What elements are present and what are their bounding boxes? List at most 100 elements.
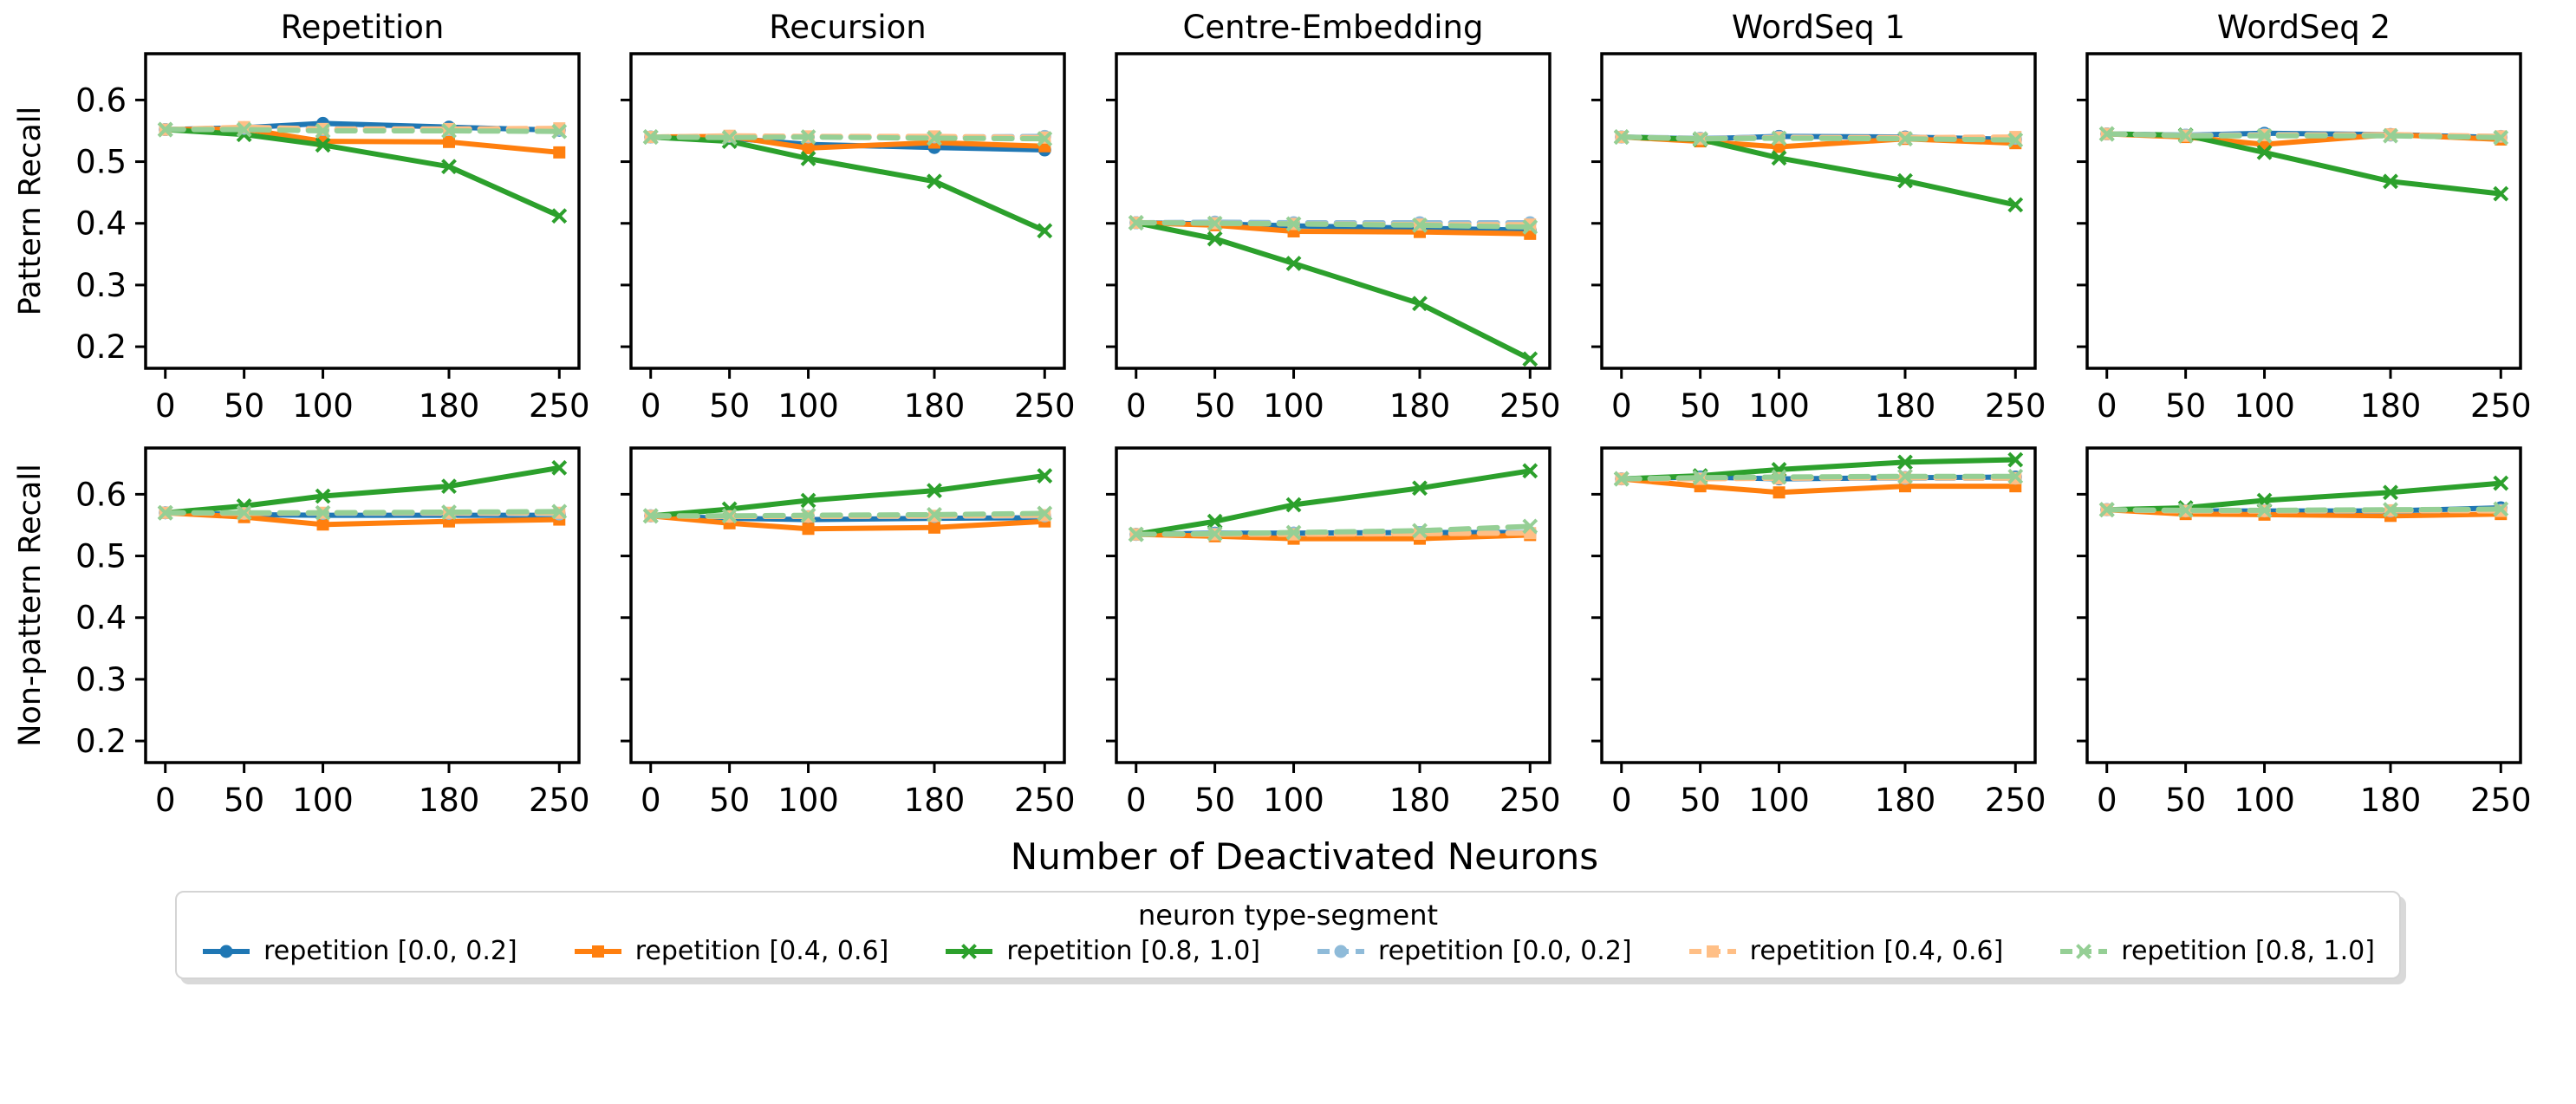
legend-label: repetition [0.8, 1.0] xyxy=(1006,936,1260,967)
y-tick-label: 0.3 xyxy=(75,267,127,304)
marker-x xyxy=(2007,132,2024,148)
marker-x xyxy=(2256,502,2273,518)
y-axis-label: Pattern Recall xyxy=(13,107,48,315)
panel-title: WordSeq 1 xyxy=(1732,9,1905,46)
figure: Pattern Recall Repetition 0.6 0.5 0.4 0.3 0.2 0… xyxy=(0,5,2576,980)
marker-x xyxy=(2493,501,2509,517)
panel-title: Centre-Embedding xyxy=(1183,9,1484,46)
plot-frame xyxy=(1600,446,2037,764)
marker-square xyxy=(802,141,815,154)
marker-x xyxy=(800,492,816,509)
x-tick-label: 50 xyxy=(1680,387,1721,425)
marker-square xyxy=(802,523,815,536)
y-tick-label: 0.5 xyxy=(75,144,127,181)
y-tick-label: 0.4 xyxy=(75,600,127,637)
marker-x xyxy=(721,508,738,524)
x-tick-label: 50 xyxy=(224,387,264,425)
x-tick-label: 250 xyxy=(1014,387,1076,425)
marker-x xyxy=(1771,469,1787,485)
marker-x xyxy=(1037,468,1053,484)
x-tick-label: 180 xyxy=(419,387,480,425)
marker-x xyxy=(551,208,568,224)
legend-items: repetition [0.0, 0.2] repetition [0.4, 0… xyxy=(201,936,2375,967)
marker-square xyxy=(1773,486,1786,499)
legend-swatch xyxy=(203,945,250,958)
marker-x xyxy=(1522,351,1538,367)
marker-x xyxy=(1412,295,1428,312)
marker-x xyxy=(1897,131,1913,147)
legend-title: neuron type-segment xyxy=(1137,899,1439,932)
chart-row-non-pattern-recall: Non-pattern Recall 0.6 0.5 0.4 0.3 0.2 0 50 100 1… xyxy=(0,441,2576,835)
marker-x xyxy=(961,944,978,960)
marker-x xyxy=(1522,219,1538,235)
x-tick-label: 180 xyxy=(2360,782,2422,819)
y-axis-label: Non-pattern Recall xyxy=(13,464,48,747)
marker-x xyxy=(551,503,568,520)
marker-square xyxy=(928,521,940,534)
y-tick-label: 0.2 xyxy=(75,328,127,366)
y-tick-label: 0.4 xyxy=(75,205,127,243)
marker-x xyxy=(315,123,331,139)
panel-1-1: 0 50 100 180 250 xyxy=(621,446,1076,819)
marker-x xyxy=(1285,256,1302,271)
marker-x xyxy=(800,151,816,166)
marker-x xyxy=(315,504,331,521)
marker-x xyxy=(1207,526,1223,542)
marker-x xyxy=(315,488,331,504)
marker-x xyxy=(800,129,816,146)
panel-1-4: 0 50 100 180 250 xyxy=(2077,446,2532,819)
panel-0-0: Repetition 0.6 0.5 0.4 0.3 0.2 0 50 100 180 250 xyxy=(75,9,589,425)
marker-x xyxy=(1285,216,1302,232)
plot-frame xyxy=(629,52,1066,370)
plot-frame xyxy=(2085,446,2522,764)
marker-x xyxy=(441,504,457,520)
marker-x xyxy=(1285,497,1302,513)
x-tick-label: 180 xyxy=(1875,387,1936,425)
panel-1-0: 0.6 0.5 0.4 0.3 0.2 0 50 100 180 250 xyxy=(75,446,590,819)
marker-x xyxy=(927,506,942,523)
marker-x xyxy=(2383,173,2398,190)
marker-x xyxy=(2383,502,2398,518)
marker-square xyxy=(443,135,455,148)
x-tick-label: 250 xyxy=(529,782,590,819)
legend-swatch xyxy=(2060,944,2108,960)
marker-x xyxy=(642,129,659,146)
legend-swatch xyxy=(1317,945,1364,958)
marker-x xyxy=(1412,480,1428,497)
marker-x xyxy=(441,159,457,175)
series-line-2 xyxy=(162,464,563,516)
legend-item-4: repetition [0.4, 0.6] xyxy=(1688,936,2003,967)
x-tick-label: 50 xyxy=(2165,782,2206,819)
marker-x xyxy=(315,137,331,153)
marker-x xyxy=(441,478,457,495)
legend-item-3: repetition [0.0, 0.2] xyxy=(1316,936,1632,967)
x-tick-label: 50 xyxy=(1680,782,1721,819)
x-tick-label: 100 xyxy=(292,387,354,425)
plot-frame xyxy=(629,446,1066,764)
marker-x xyxy=(1037,223,1053,239)
plot-frame xyxy=(144,446,581,764)
y-tick-label: 0.2 xyxy=(75,723,127,760)
legend-label: repetition [0.8, 1.0] xyxy=(2121,936,2375,967)
marker-x xyxy=(2383,484,2398,501)
marker-x xyxy=(1897,172,1913,189)
x-tick-label: 100 xyxy=(1263,782,1324,819)
marker-x xyxy=(236,121,252,138)
marker-x xyxy=(1285,524,1302,541)
y-tick-label: 0.5 xyxy=(75,538,127,575)
panel-title: Recursion xyxy=(769,9,926,46)
panel-0-1: Recursion 0 50 100 180 250 xyxy=(621,9,1076,425)
marker-x xyxy=(551,123,568,140)
marker-x xyxy=(2098,502,2115,518)
x-tick-label: 0 xyxy=(1611,387,1632,425)
x-tick-label: 180 xyxy=(419,782,480,819)
legend-swatch xyxy=(1688,945,1736,958)
marker-x xyxy=(927,130,942,146)
x-tick-label: 250 xyxy=(529,387,590,425)
x-tick-label: 0 xyxy=(155,782,176,819)
marker-x xyxy=(2493,475,2509,491)
marker-x xyxy=(2007,451,2024,468)
marker-square xyxy=(316,518,329,531)
chart-row-pattern-recall: Pattern Recall Repetition 0.6 0.5 0.4 0.3 0.2 0… xyxy=(0,5,2576,441)
series-line-2 xyxy=(2104,480,2504,513)
